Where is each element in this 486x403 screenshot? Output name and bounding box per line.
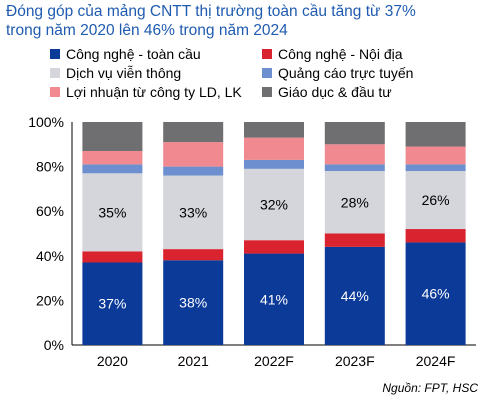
data-label: 28% <box>341 194 369 210</box>
y-tick-label: 20% <box>36 292 64 308</box>
bar-segment <box>82 173 143 252</box>
data-label: 37% <box>98 296 126 312</box>
legend-swatch <box>50 87 60 97</box>
legend-item-telecom: Dịch vụ viễn thông <box>50 65 181 81</box>
bar-segment <box>163 166 224 176</box>
data-label: 38% <box>179 295 207 311</box>
legend-swatch <box>262 68 272 78</box>
x-tick-label: 2022F <box>254 353 294 369</box>
legend-swatch <box>262 49 272 59</box>
x-tick-label: 2023F <box>335 353 375 369</box>
legend-swatch <box>50 68 60 78</box>
bar-segment <box>405 164 466 172</box>
legend-item-jv-profit: Lợi nhuận từ công ty LD, LK <box>50 84 242 100</box>
bar-segment <box>163 249 224 261</box>
bar-segment <box>82 164 143 174</box>
bar-segment <box>405 171 466 230</box>
bar-segment <box>244 168 304 241</box>
bar-segment <box>163 142 224 167</box>
bar-segment <box>163 175 224 250</box>
data-label: 46% <box>422 286 450 302</box>
bar-segment <box>324 122 385 145</box>
data-label: 33% <box>179 204 207 220</box>
bar-segment <box>324 246 385 345</box>
chart-title-line-2: trong năm 2020 lên 46% trong năm 2024 <box>6 22 288 39</box>
data-label: 35% <box>98 204 126 220</box>
y-tick-label: 80% <box>36 159 64 175</box>
data-label: 32% <box>260 197 288 213</box>
source-note: Nguồn: FPT, HSC <box>382 381 478 395</box>
bar-segment <box>82 262 143 345</box>
legend-item-online-ads: Quảng cáo trực tuyến <box>262 65 413 81</box>
bar-segment <box>324 171 385 234</box>
bar-segment <box>244 159 304 169</box>
bar-segment <box>82 150 143 165</box>
legend-label: Lợi nhuận từ công ty LD, LK <box>66 84 242 100</box>
legend-label: Quảng cáo trực tuyến <box>278 65 414 81</box>
bar-segment <box>244 137 304 160</box>
bar-segment <box>324 164 385 172</box>
bar-segment <box>163 260 224 345</box>
legend-label: Công nghệ - Nội địa <box>278 46 403 62</box>
bar-segment <box>244 122 304 138</box>
y-tick-label: 60% <box>36 203 64 219</box>
data-label: 26% <box>422 192 450 208</box>
legend-swatch <box>50 49 60 59</box>
data-label: 41% <box>260 291 288 307</box>
x-tick-label: 2021 <box>178 353 209 369</box>
y-tick-label: 40% <box>36 248 64 264</box>
bar-segment <box>82 122 143 151</box>
chart-title-line-1: Đóng góp của mảng CNTT thị trường toàn c… <box>6 3 416 20</box>
bar-segment <box>324 144 385 165</box>
legend-item-domestic-tech: Công nghệ - Nội địa <box>262 46 403 62</box>
x-tick-label: 2020 <box>97 353 128 369</box>
bar-segment <box>163 122 224 143</box>
bar-segment <box>405 229 466 243</box>
data-label: 44% <box>341 288 369 304</box>
legend-label: Công nghệ - toàn cầu <box>66 46 201 62</box>
bar-segment <box>405 122 466 147</box>
y-tick-label: 0% <box>44 337 64 353</box>
bar-segment <box>405 146 466 165</box>
bar-segment <box>82 251 143 263</box>
y-tick-label: 100% <box>28 114 64 130</box>
legend-item-education: Giáo dục & đầu tư <box>262 84 392 100</box>
chart-title: Đóng góp của mảng CNTT thị trường toàn c… <box>6 2 480 40</box>
bar-segment <box>324 233 385 247</box>
legend-item-global-tech: Công nghệ - toàn cầu <box>50 46 201 62</box>
x-tick-label: 2024F <box>416 353 456 369</box>
legend-swatch <box>262 87 272 97</box>
bar-segment <box>405 242 466 345</box>
bar-segment <box>244 253 304 345</box>
legend-label: Dịch vụ viễn thông <box>66 65 182 81</box>
legend-label: Giáo dục & đầu tư <box>278 84 392 100</box>
bar-segment <box>244 240 304 254</box>
